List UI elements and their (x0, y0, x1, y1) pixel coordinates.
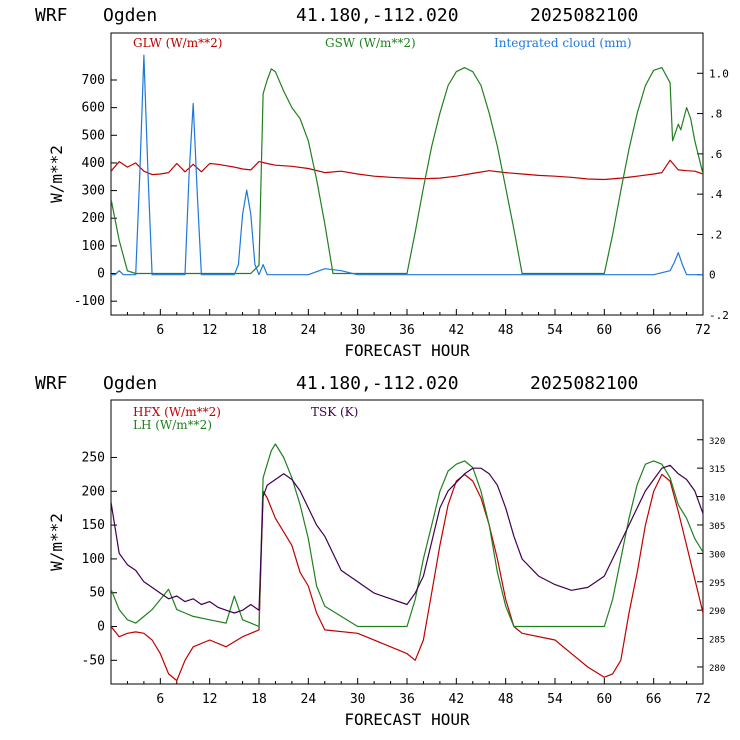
y-axis-label: W/m**2 (47, 513, 66, 571)
x-tick-label: 18 (251, 323, 267, 338)
x-tick-label: 18 (251, 692, 267, 707)
header-coords: 41.180,-112.020 (296, 5, 459, 26)
flux-skin-temp-chart: WRF Ogden 41.180,-112.020 2025082100 6 12 18 24… (35, 373, 725, 729)
x-tick-label: 30 (350, 692, 366, 707)
header-model: WRF (35, 5, 68, 26)
y-tick-label: -100 (74, 294, 105, 309)
header-location: Ogden (103, 5, 157, 26)
y-axis-label: W/m**2 (47, 145, 66, 203)
y-tick-label: 0 (97, 267, 105, 282)
y2-tick-label: .6 (709, 148, 722, 161)
y-tick-label: 50 (89, 586, 105, 601)
y-tick-label: 300 (82, 184, 105, 199)
y2-tick-label: 285 (709, 636, 725, 646)
x-tick-label: 72 (695, 692, 711, 707)
y2-tick-label: .8 (709, 108, 722, 121)
y-tick-label: 200 (82, 211, 105, 226)
y2-tick-label: 0 (709, 269, 716, 282)
legend-entry: HFX (W/m**2) (133, 405, 221, 419)
series-line (111, 159, 703, 181)
header-run: 2025082100 (530, 373, 638, 394)
x-tick-label: 12 (202, 692, 218, 707)
x-tick-label: 54 (547, 323, 563, 338)
legend-entry: GLW (W/m**2) (133, 36, 222, 50)
x-tick-label: 48 (498, 692, 514, 707)
y-tick-label: 100 (82, 552, 105, 567)
legend-entry: GSW (W/m**2) (325, 36, 416, 50)
y-tick-label: 100 (82, 239, 105, 254)
legend-entry: LH (W/m**2) (133, 418, 212, 432)
y2-tick-label: -.2 (709, 309, 729, 322)
y-tick-label: 0 (97, 620, 105, 635)
y-tick-label: 200 (82, 484, 105, 499)
y-tick-label: 150 (82, 518, 105, 533)
x-tick-label: 60 (597, 323, 613, 338)
y2-tick-label: 295 (709, 579, 725, 589)
y2-tick-label: 305 (709, 522, 725, 532)
series-line (111, 443, 703, 628)
plot-frame (110, 399, 704, 685)
y2-tick-label: 1.0 (709, 67, 729, 80)
header-coords: 41.180,-112.020 (296, 373, 459, 394)
y2-tick-label: 315 (709, 465, 725, 475)
x-axis-label: FORECAST HOUR (344, 710, 470, 729)
series-line (111, 464, 703, 614)
x-tick-label: 24 (301, 692, 317, 707)
y2-tick-label: 310 (709, 494, 725, 504)
y2-tick-label: 280 (709, 664, 725, 674)
x-tick-label: 48 (498, 323, 514, 338)
series-line (111, 473, 703, 682)
y2-tick-label: .4 (709, 188, 723, 201)
y-tick-label: 250 (82, 450, 105, 465)
series-line (111, 54, 703, 276)
series-line (111, 66, 703, 275)
x-tick-label: 42 (449, 692, 465, 707)
x-axis-label: FORECAST HOUR (344, 341, 470, 360)
legend-entry: Integrated cloud (mm) (494, 36, 632, 50)
legend-entry: TSK (K) (311, 405, 358, 419)
x-tick-label: 6 (156, 692, 164, 707)
x-tick-label: 66 (646, 323, 662, 338)
x-tick-label: 54 (547, 692, 563, 707)
x-tick-label: 66 (646, 692, 662, 707)
x-tick-label: 36 (399, 692, 415, 707)
header-location: Ogden (103, 373, 157, 394)
y-tick-label: 400 (82, 156, 105, 171)
y2-tick-label: 320 (709, 437, 725, 447)
x-tick-label: 6 (156, 323, 164, 338)
y2-tick-label: 300 (709, 550, 725, 560)
x-tick-label: 36 (399, 323, 415, 338)
y-tick-label: 600 (82, 101, 105, 116)
y-tick-label: -50 (82, 653, 105, 668)
radiation-cloud-chart: WRF Ogden 41.180,-112.020 2025082100 6 12 18 24… (35, 5, 729, 360)
x-tick-label: 12 (202, 323, 218, 338)
y-tick-label: 700 (82, 73, 105, 88)
y-tick-label: 500 (82, 128, 105, 143)
header-model: WRF (35, 373, 68, 394)
x-tick-label: 60 (597, 692, 613, 707)
x-tick-label: 30 (350, 323, 366, 338)
y2-tick-label: 290 (709, 607, 725, 617)
header-run: 2025082100 (530, 5, 638, 26)
x-tick-label: 42 (449, 323, 465, 338)
y2-tick-label: .2 (709, 228, 722, 241)
x-tick-label: 72 (695, 323, 711, 338)
x-tick-label: 24 (301, 323, 317, 338)
